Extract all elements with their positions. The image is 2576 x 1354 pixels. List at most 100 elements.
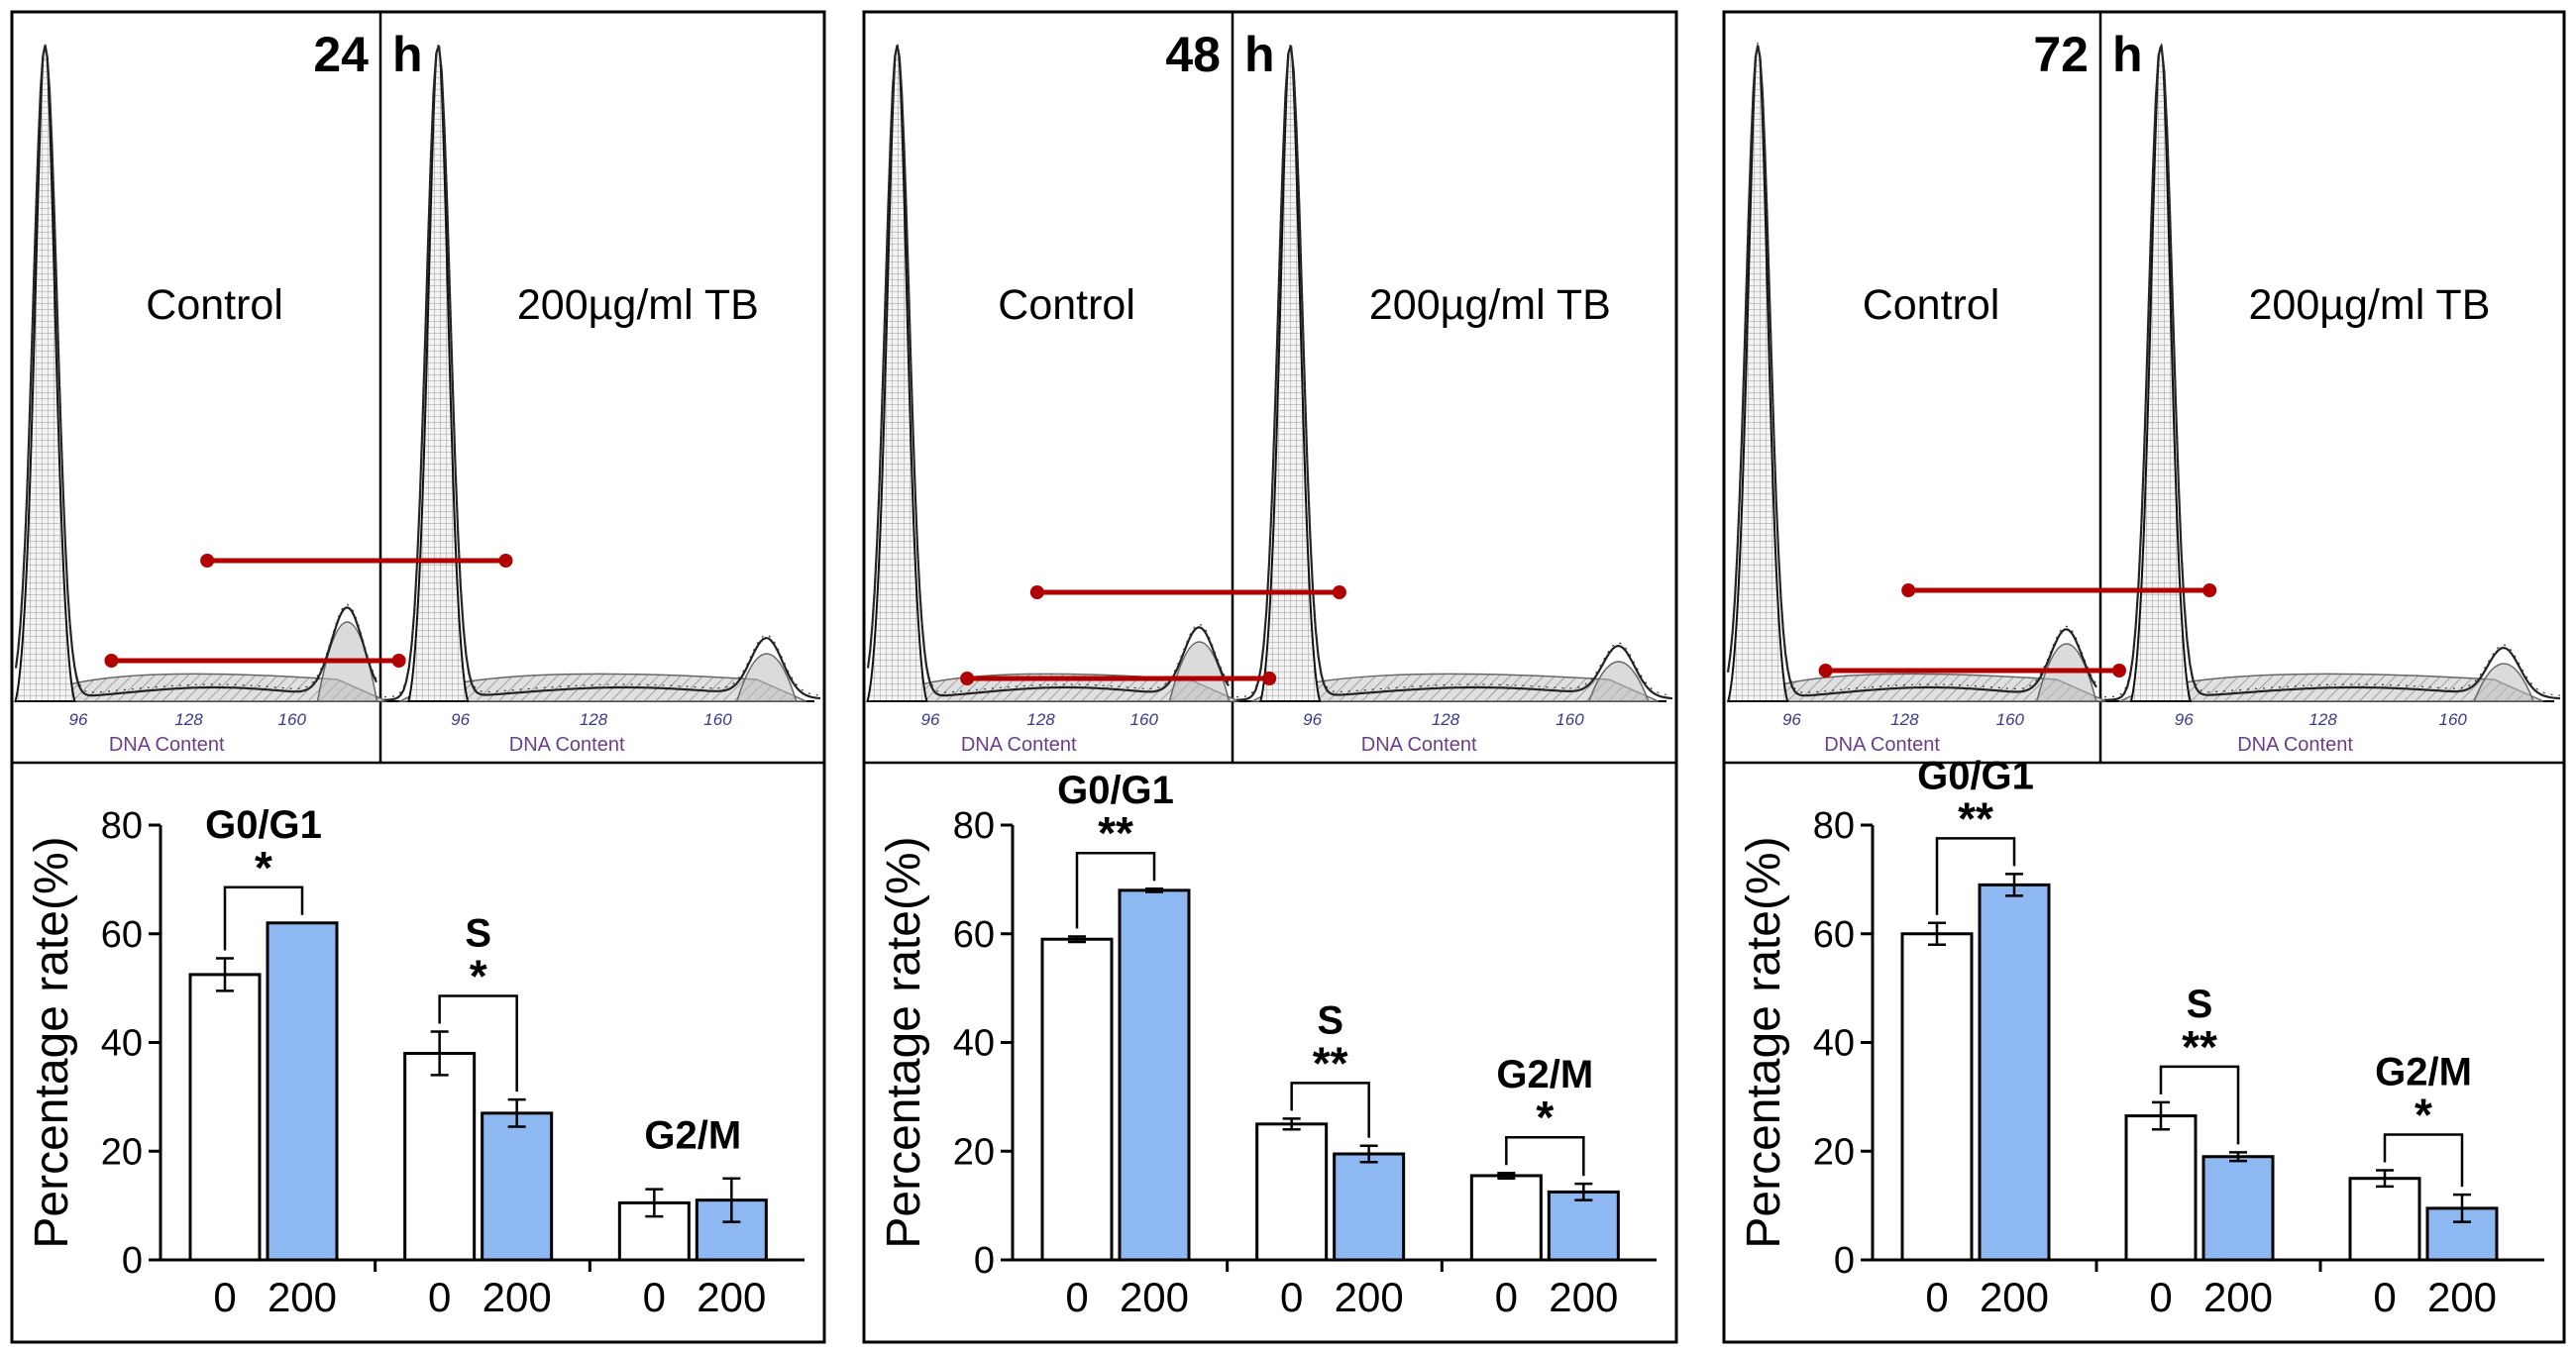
x-tick-label: 200: [1120, 1274, 1189, 1320]
y-tick-label: 0: [1834, 1240, 1855, 1282]
s-marker-dot: [104, 654, 119, 668]
y-tick-label: 40: [953, 1023, 995, 1065]
g2-marker-dot: [1332, 585, 1346, 599]
significance-marker: **: [1098, 807, 1133, 859]
x-tick-label: 200: [2427, 1274, 2497, 1320]
y-tick-label: 0: [122, 1240, 143, 1282]
phase-label-g0-g1: G0/G1: [1057, 769, 1174, 812]
x-tick-label: 200: [1980, 1274, 2049, 1320]
y-tick-label: 40: [1813, 1023, 1855, 1065]
control-bar-g0-g1: [1040, 937, 1114, 1262]
x-tick-label: 0: [1065, 1274, 1088, 1320]
hist-tick-label: 128: [580, 710, 608, 729]
hist-outline-1-left: [866, 45, 1230, 697]
hist-markers-2-left: [1727, 42, 2097, 693]
treatment-label: 200µg/ml TB: [517, 281, 759, 329]
hist-g2-peak-0-right: [735, 653, 798, 702]
dna-content-label: DNA Content: [2237, 734, 2353, 756]
hist-markers-1-left: [867, 42, 1230, 693]
hist-g1-peak-0-right: [406, 46, 470, 702]
g2-marker-dot: [498, 554, 513, 568]
control-label: Control: [998, 281, 1135, 329]
x-tick-label: 0: [1280, 1274, 1303, 1320]
treatment-bar-g2-m: [1547, 1190, 1620, 1262]
hist-g1-peak-1-right: [1258, 46, 1322, 702]
hist-tick-label: 96: [1782, 710, 1801, 729]
hist-g2-peak-2-right: [2473, 663, 2535, 702]
control-bar-g0-g1: [188, 973, 262, 1262]
y-tick-label: 20: [101, 1131, 143, 1173]
x-tick-label: 200: [268, 1274, 337, 1320]
phase-label-s: S: [465, 912, 491, 956]
x-tick-label: 0: [2149, 1274, 2172, 1320]
treatment-bar-s: [1333, 1152, 1406, 1262]
panel-frame: [862, 10, 1678, 1344]
y-axis-label: Percentage rate(%): [878, 836, 930, 1248]
time-unit-label: h: [1244, 27, 1275, 82]
treatment-bar-g0-g1: [266, 921, 339, 1262]
x-tick-label: 0: [428, 1274, 451, 1320]
significance-marker: *: [2415, 1089, 2432, 1140]
control-label: Control: [146, 281, 283, 329]
y-tick-label: 20: [1813, 1131, 1855, 1173]
dna-content-label: DNA Content: [509, 734, 625, 756]
significance-marker: *: [255, 842, 272, 893]
treatment-label: 200µg/ml TB: [2249, 281, 2491, 329]
dna-content-label: DNA Content: [109, 734, 225, 756]
control-label: Control: [1863, 281, 2000, 329]
significance-bracket: [2383, 1133, 2464, 1188]
significance-bracket: [1505, 1135, 1585, 1177]
x-tick-label: 0: [643, 1274, 666, 1320]
hist-markers-0-left: [15, 42, 377, 693]
y-tick-label: 60: [101, 914, 143, 956]
g2-marker-dot: [2202, 583, 2217, 597]
time-label: 24: [313, 27, 369, 82]
x-tick-label: 200: [2203, 1274, 2273, 1320]
treatment-bar-g0-g1: [1118, 888, 1191, 1262]
significance-bracket: [1935, 837, 2016, 915]
y-axis-label: Percentage rate(%): [1738, 836, 1790, 1248]
y-tick-label: 20: [953, 1131, 995, 1173]
treatment-bar-g0-g1: [1978, 883, 2051, 1262]
y-tick-label: 40: [101, 1023, 143, 1065]
hist-tick-label: 128: [1432, 710, 1460, 729]
time-label: 72: [2033, 27, 2089, 82]
hist-tick-label: 128: [1890, 710, 1919, 729]
control-bar-s: [2124, 1114, 2198, 1262]
x-tick-label: 0: [213, 1274, 236, 1320]
hist-tick-label: 160: [1996, 710, 2025, 729]
significance-bracket: [223, 885, 304, 951]
treatment-bar-s: [2201, 1155, 2275, 1262]
x-tick-label: 0: [1495, 1274, 1518, 1320]
control-bar-g2-m: [2348, 1177, 2421, 1262]
y-tick-label: 0: [974, 1240, 995, 1282]
significance-marker: **: [1958, 792, 1993, 844]
significance-bracket: [1075, 851, 1156, 929]
y-tick-label: 80: [101, 805, 143, 847]
hist-tick-label: 128: [174, 710, 203, 729]
hist-tick-label: 96: [2175, 710, 2194, 729]
panel-1: 96 128 160 DNA Content 96 128 160 DNA Content Co…: [10, 10, 826, 1344]
y-tick-label: 80: [1813, 805, 1855, 847]
s-marker-dot: [960, 672, 975, 685]
g2-marker-dot: [1029, 585, 1044, 599]
x-tick-label: 200: [697, 1274, 766, 1320]
hist-outline-0-right: [383, 45, 821, 701]
s-marker-dot: [2112, 664, 2126, 677]
x-tick-label: 0: [2373, 1274, 2396, 1320]
phase-label-s: S: [2187, 983, 2213, 1026]
treatment-bar-s: [481, 1111, 554, 1262]
hist-tick-label: 96: [451, 710, 470, 729]
hist-tick-label: 160: [703, 710, 732, 729]
panel-3: 96 128 160 DNA Content 96 128 160 DNA Content Co…: [1722, 10, 2566, 1344]
hist-outline-2-left: [1726, 45, 2097, 697]
phase-label-s: S: [1317, 998, 1343, 1042]
treatment-label: 200µg/ml TB: [1369, 281, 1611, 329]
panel-frame: [10, 10, 826, 1344]
s-marker-dot: [1262, 672, 1277, 685]
panel-2: 96 128 160 DNA Content 96 128 160 DNA Content Co…: [862, 10, 1678, 1344]
hist-outline-1-right: [1235, 45, 1673, 701]
s-marker-dot: [1818, 664, 1833, 677]
g2-marker-dot: [200, 554, 215, 568]
control-bar-g2-m: [1469, 1174, 1543, 1262]
